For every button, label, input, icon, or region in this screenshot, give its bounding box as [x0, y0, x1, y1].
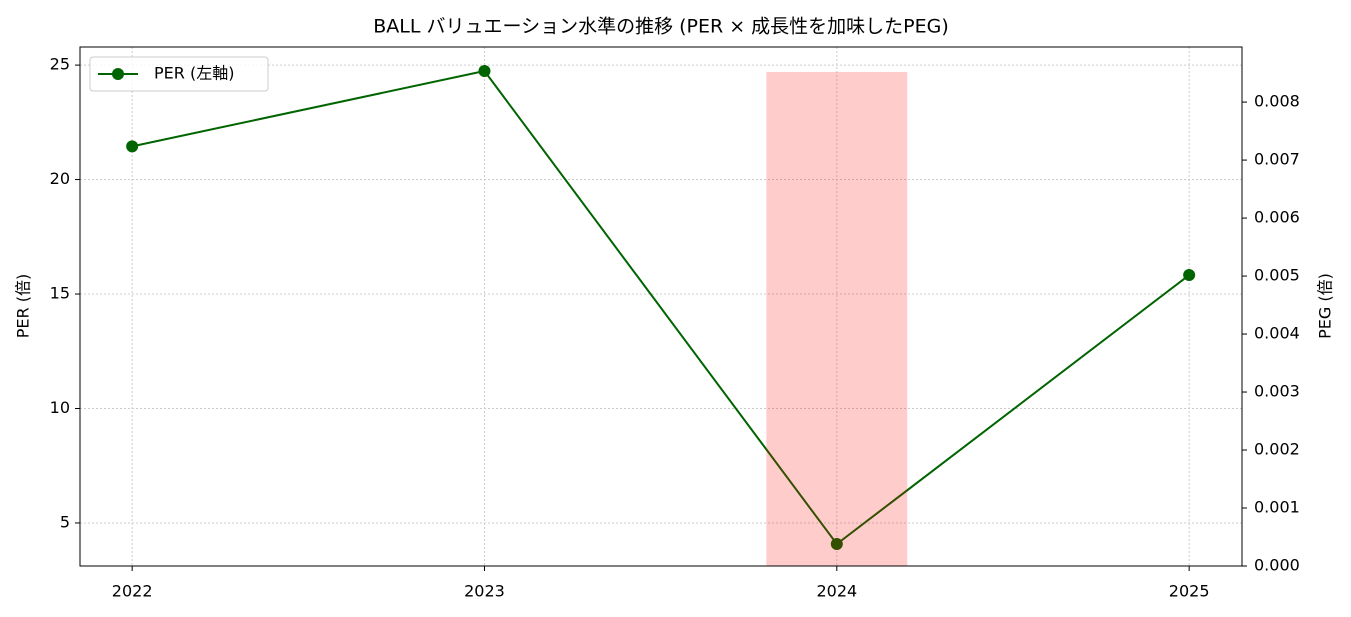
chart-title: BALL バリュエーション水準の推移 (PER × 成長性を加味したPEG): [373, 16, 949, 38]
plot-frame: [79, 46, 1243, 567]
y-tick-label: 25: [50, 55, 70, 74]
y2-axis-label: PEG (倍): [1316, 273, 1335, 339]
y-tick-label: 20: [50, 169, 70, 188]
y2-tick-label: 0.005: [1254, 266, 1300, 285]
legend-label: PER (左軸): [154, 64, 234, 83]
y2-tick-label: 0.004: [1254, 324, 1300, 343]
y-tick-label: 10: [50, 398, 70, 417]
point: [830, 538, 843, 551]
y2-tick-label: 0.000: [1254, 556, 1300, 575]
legend-box: [89, 56, 269, 92]
bar: [766, 71, 908, 567]
y2-tick-label: 0.006: [1254, 208, 1300, 227]
x-tick-label: 2022: [112, 582, 153, 601]
point: [478, 65, 491, 78]
series-line: [131, 69, 1190, 546]
y-tick-label: 5: [60, 512, 70, 531]
y-tick-label: 15: [50, 284, 70, 303]
y2-tick-label: 0.001: [1254, 498, 1300, 517]
x-tick-label: 2023: [464, 582, 505, 601]
x-tick-label: 2024: [816, 582, 857, 601]
point: [126, 140, 139, 153]
legend-marker: [112, 68, 124, 80]
y2-tick-label: 0.002: [1254, 440, 1300, 459]
y-axis-label: PER (倍): [14, 274, 33, 338]
y2-tick-label: 0.008: [1254, 92, 1300, 111]
y2-tick-label: 0.003: [1254, 382, 1300, 401]
x-tick-label: 2025: [1169, 582, 1210, 601]
point: [1183, 269, 1196, 282]
y2-tick-label: 0.007: [1254, 150, 1300, 169]
